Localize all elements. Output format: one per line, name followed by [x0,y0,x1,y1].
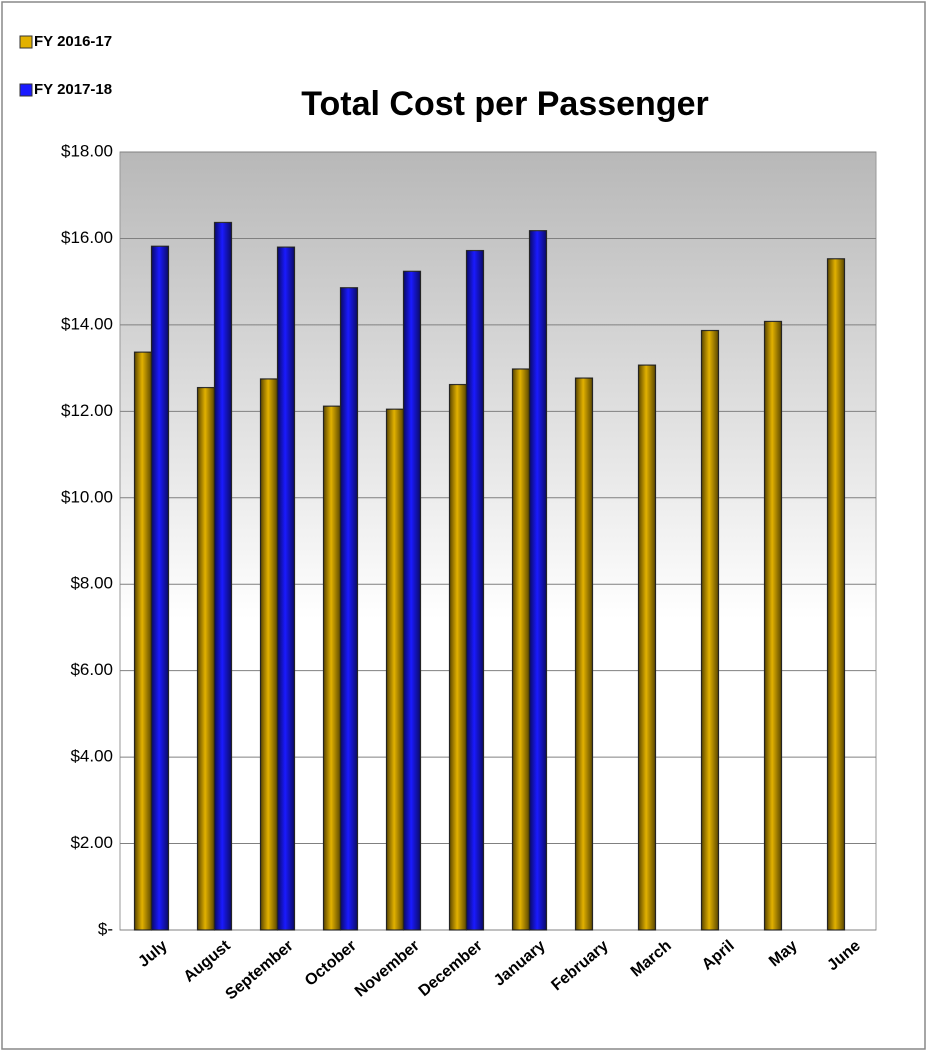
bar [763,320,783,931]
legend-label: FY 2017-18 [34,81,112,98]
bar [465,249,485,931]
y-tick-label: $4.00 [70,747,113,766]
bar [448,383,468,931]
plot-area [119,151,877,931]
legend-label: FY 2016-17 [34,33,112,50]
bar [826,258,846,931]
bar [150,245,170,931]
bar [385,408,405,931]
y-tick-label: $6.00 [70,660,113,679]
legend-swatch [19,83,33,97]
bar [511,368,531,931]
y-tick-label: $16.00 [61,228,113,247]
bar [133,351,153,931]
bar [322,405,342,931]
y-tick-label: $14.00 [61,314,113,333]
y-tick-label: $2.00 [70,833,113,852]
y-tick-label: $12.00 [61,401,113,420]
bar [402,270,422,931]
bar [528,230,548,931]
y-tick-label: $- [98,919,113,938]
y-tick-label: $18.00 [61,141,113,160]
bar [213,221,233,931]
chart-title: Total Cost per Passenger [301,85,709,123]
bar [339,287,359,931]
bar [574,377,594,931]
bar [637,364,657,931]
bar [196,386,216,931]
y-tick-label: $8.00 [70,574,113,593]
legend-swatch [19,35,33,49]
bar [259,378,279,931]
bar [276,246,296,931]
y-tick-label: $10.00 [61,487,113,506]
bar [700,329,720,931]
